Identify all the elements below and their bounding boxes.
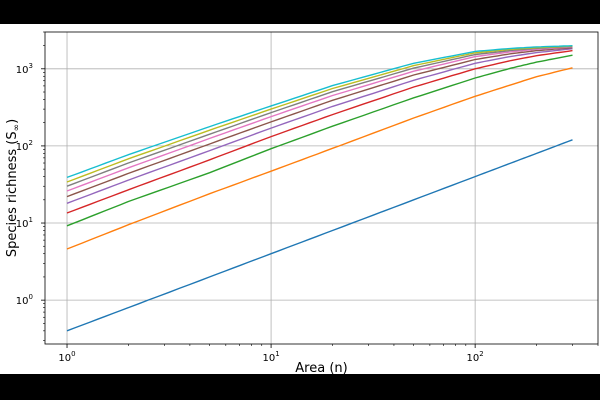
series-line-7 (66, 46, 573, 192)
series-line-10 (66, 45, 573, 179)
series-line-5 (66, 48, 573, 204)
plot-frame (44, 31, 599, 345)
x-tick-label: 100 (58, 350, 75, 364)
series-line-2 (66, 67, 573, 250)
x-tick-label: 101 (262, 350, 279, 364)
y-tick-label: 103 (16, 62, 33, 76)
series-line-1 (66, 139, 573, 332)
x-tick-label: 102 (467, 350, 484, 364)
series-line-9 (66, 45, 573, 183)
y-axis-label: Species richness (S∞) (5, 119, 22, 257)
x-axis-label: Area (n) (295, 361, 347, 374)
series-line-8 (66, 45, 573, 187)
series-line-3 (66, 54, 573, 227)
series-line-4 (66, 49, 573, 214)
figure: 100 101 102 100 101 102 103 Area (n) Species r… (0, 24, 600, 374)
series-line-6 (66, 47, 573, 198)
y-tick-label: 100 (16, 293, 33, 307)
